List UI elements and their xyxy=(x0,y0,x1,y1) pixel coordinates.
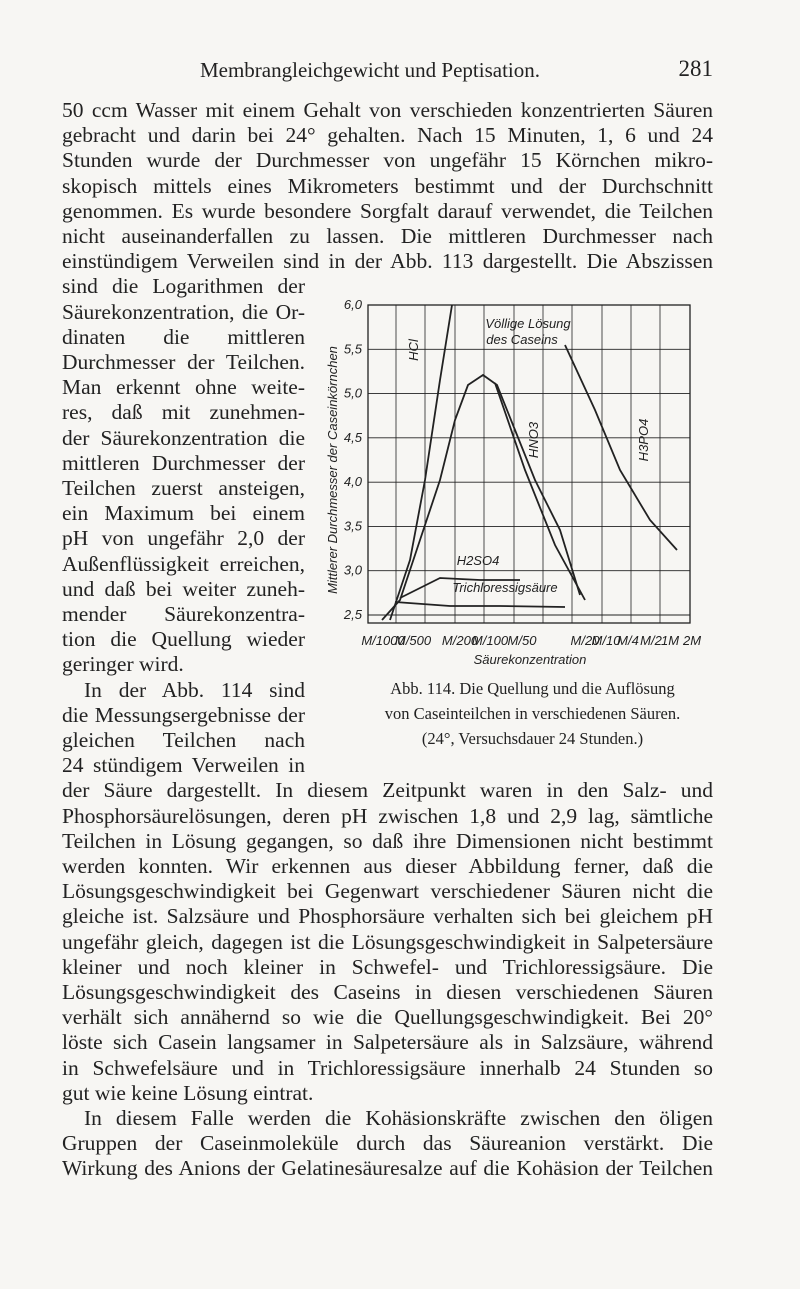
text-line: sind die Logarithmen der xyxy=(62,274,305,299)
y-tick-label: 6,0 xyxy=(344,297,363,312)
text-line: nicht auseinanderfallen zu lassen. Die m… xyxy=(62,224,713,248)
text-line: der Säurekonzentration die xyxy=(62,425,305,450)
text-line: die Messungsergebnisse der xyxy=(62,702,305,727)
text-line: 50 ccm Wasser mit einem Gehalt von versc… xyxy=(62,98,713,122)
caption: (24°, Versuchsdauer 24 Stunden.) xyxy=(421,729,644,748)
y-tick-label: 4,5 xyxy=(344,430,363,445)
text-line: Außenflüssigkeit erreichen, xyxy=(62,551,305,576)
curve xyxy=(494,382,586,601)
text-line: der Säure dargestellt. In diesem Zeitpun… xyxy=(62,778,713,803)
x-tick-label: M/500 xyxy=(395,633,432,648)
text-line: pH von ungefähr 2,0 der xyxy=(62,526,305,551)
text-line: gut wie keine Lösung eintrat. xyxy=(62,1080,314,1105)
page-number: 281 xyxy=(678,56,714,81)
curve xyxy=(394,601,566,608)
text-line: ein Maximum bei einem xyxy=(62,501,305,526)
x-tick-label: M/200 xyxy=(442,633,479,648)
text-line: einstündigem Verweilen sind in der Abb. … xyxy=(62,249,713,274)
caption: von Caseinteilchen in verschiedenen Säur… xyxy=(384,704,681,723)
text-line: Teilchen zuerst ansteigen, xyxy=(62,476,305,500)
curve xyxy=(389,304,453,621)
annotation: H2SO4 xyxy=(457,553,500,568)
x-tick-label: 1M xyxy=(661,633,679,648)
x-tick-label: M/2 xyxy=(640,633,662,648)
y-tick-label: 2,5 xyxy=(343,607,363,622)
y-tick-label: 5,5 xyxy=(344,341,363,356)
annotation: HNO3 xyxy=(526,421,541,458)
text-line: Lösungsgeschwindigkeit bei Gegenwart ver… xyxy=(62,879,713,904)
annotation: Trichloressigsäure xyxy=(452,580,557,595)
x-tick-label: M/100 xyxy=(472,633,509,648)
text-line: gleichen Teilchen nach xyxy=(62,728,305,752)
annotation: des Caseins xyxy=(486,332,558,347)
caption: Abb. 114. Die Quellung und die Auflösung xyxy=(390,679,675,698)
text-line: Stunden wurde der Durchmesser von ungefä… xyxy=(62,148,713,173)
text-line: gebracht und darin bei 24° gehalten. Nac… xyxy=(62,123,713,148)
text-line: geringer wird. xyxy=(62,652,184,677)
text-line: genommen. Es wurde besondere Sorgfalt da… xyxy=(62,198,713,223)
annotation: HCl xyxy=(406,338,421,361)
text-line: gleiche ist. Salzsäure und Phosphorsäure… xyxy=(62,904,713,929)
text-line: Gruppen der Caseinmoleküle durch das Säu… xyxy=(62,1131,713,1156)
vertical-grid xyxy=(395,305,661,623)
running-head: Membrangleichgewicht und Peptisation. xyxy=(199,58,540,82)
x-tick-label: 2M xyxy=(682,633,701,648)
text-line: In der Abb. 114 sind xyxy=(84,677,305,702)
text-line: mender Säurekonzentra- xyxy=(62,602,305,626)
y-tick-label: 3,0 xyxy=(344,563,363,578)
text-line: und daß bei weiter zuneh- xyxy=(62,576,305,601)
x-tick-label: M/1000 xyxy=(361,633,405,648)
text-line: Wirkung des Anions der Gelatinesäuresalz… xyxy=(62,1156,713,1181)
curve xyxy=(381,373,581,621)
x-tick-label: M/4 xyxy=(617,633,639,648)
curve xyxy=(564,344,678,551)
text-line: dinaten die mittleren xyxy=(62,324,305,349)
x-tick-label: M/10 xyxy=(592,633,622,648)
text-line: ungefähr gleich, dagegen ist die Lösungs… xyxy=(62,929,713,954)
text-line: skopisch mittels eines Mikrometers besti… xyxy=(62,173,713,198)
annotation: H3PO4 xyxy=(636,419,651,462)
text-line: kleiner und noch kleiner in Schwefel- un… xyxy=(62,954,713,979)
y-tick-label: 5,0 xyxy=(344,386,363,401)
text-line: Teilchen in Lösung gegangen, so daß ihre… xyxy=(62,828,713,853)
text-line: res, daß mit zunehmen- xyxy=(62,400,305,425)
curves xyxy=(367,304,691,624)
y-axis-label: Mittlerer Durchmesser der Caseinkörnchen xyxy=(325,346,340,594)
text-line: Man erkennt ohne weite- xyxy=(62,375,305,400)
text-line: Säurekonzentration, die Or- xyxy=(62,299,305,324)
y-tick-label: 4,0 xyxy=(344,474,363,489)
text-line: Lösungsgeschwindigkeit des Caseins in di… xyxy=(62,980,713,1004)
text-line: in Schwefelsäure und in Trichloressigsäu… xyxy=(62,1055,713,1080)
x-tick-label: M/50 xyxy=(508,633,538,648)
x-tick-label: M/20 xyxy=(571,633,601,648)
curve xyxy=(399,577,520,599)
annotation: Völlige Lösung xyxy=(485,316,571,331)
text-line: löste sich Casein langsamer in Salpeters… xyxy=(62,1030,713,1055)
text-line: Durchmesser der Teilchen. xyxy=(62,350,305,374)
x-axis-label: Säurekonzentration xyxy=(474,652,587,667)
text-line: werden konnten. Wir erkennen aus dieser … xyxy=(62,854,713,878)
text-line: 24 stündigem Verweilen in xyxy=(62,753,305,778)
text-line: In diesem Falle werden die Kohäsionskräf… xyxy=(84,1106,713,1130)
text-line: mittleren Durchmesser der xyxy=(62,450,305,475)
frame xyxy=(367,304,691,624)
text-line: Phosphorsäurelösungen, deren pH zwischen… xyxy=(62,803,713,828)
text-line: verhält sich annähernd so wie die Quellu… xyxy=(62,1005,713,1030)
y-tick-label: 3,5 xyxy=(344,518,363,533)
text-line: tion die Quellung wieder xyxy=(62,627,305,652)
